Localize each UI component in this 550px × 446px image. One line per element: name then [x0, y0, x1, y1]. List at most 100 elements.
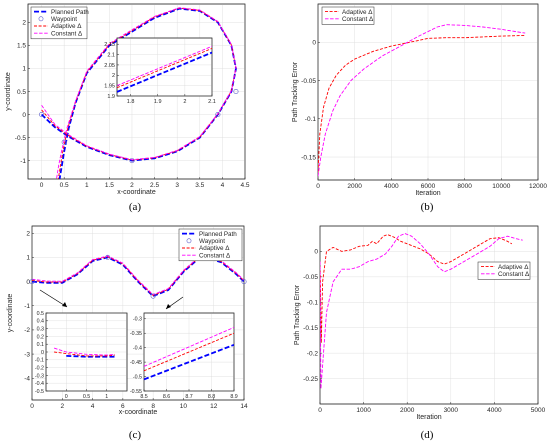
x-tick-label: 0	[40, 182, 44, 189]
series-line-adaptive	[32, 256, 244, 296]
y-tick-label: 0	[314, 249, 318, 256]
y-tick-label: -0.35	[130, 331, 142, 337]
y-tick-label: 0	[22, 112, 26, 119]
y-tick-label: -0.55	[130, 389, 142, 395]
x-tick-label: 3	[175, 182, 179, 189]
y-axis-label: Path Tracking Error	[292, 61, 299, 122]
x-tick-label: 4	[221, 182, 225, 189]
series-line-adaptive	[117, 47, 212, 89]
y-tick-label: -0.2	[35, 365, 44, 371]
x-tick-label: 10	[180, 403, 188, 410]
x-tick-label: 10000	[492, 183, 510, 190]
x-tick-label: 2000	[347, 183, 362, 190]
x-tick-label: 4000	[487, 407, 502, 414]
y-tick-label: -4	[24, 376, 30, 383]
y-tick-label: -3	[24, 351, 30, 358]
inset-arrows	[39, 289, 184, 310]
y-axis-label: y-coordinate	[7, 294, 14, 333]
panel-caption: (d)	[421, 429, 434, 441]
y-tick-label: -1	[24, 303, 30, 310]
y-tick-label: 2	[112, 73, 115, 79]
legend-label: Waypoint	[51, 16, 77, 23]
x-tick-label: 5000	[531, 407, 546, 414]
y-tick-label: -0.2	[307, 350, 319, 357]
y-tick-label: 0	[26, 279, 30, 286]
legend-label: Adaptive Δ	[199, 245, 230, 252]
legend-label: Waypoint	[199, 238, 225, 245]
y-tick-label: 2	[26, 231, 30, 238]
y-tick-label: -0.15	[301, 154, 316, 161]
x-axis-label: Iteration	[416, 414, 441, 421]
y-axis-label: y-coordinate	[5, 72, 12, 111]
x-tick-label: 8000	[457, 183, 472, 190]
x-axis-label: x-coordinate	[119, 409, 158, 416]
x-axis-label: Iteration	[415, 190, 440, 197]
arrow-head	[62, 302, 67, 307]
y-tick-label: -0.1	[307, 300, 319, 307]
series-line-planned	[40, 7, 237, 179]
y-tick-label: -0.4	[35, 381, 44, 387]
series-line-constant	[117, 45, 212, 87]
x-tick-label: 12	[210, 403, 218, 410]
y-tick-label: 1	[22, 66, 26, 73]
x-tick-label: 12000	[529, 183, 547, 190]
x-tick-label: 6	[121, 403, 125, 410]
y-tick-label: -0.3	[133, 317, 142, 323]
legend-label: Adaptive Δ	[498, 264, 529, 271]
y-tick-label: 0	[41, 350, 44, 356]
series-line-constant	[41, 7, 237, 179]
y-tick-label: -0.5	[133, 374, 142, 380]
y-tick-label: -1	[20, 158, 26, 165]
y-axis-label: Path Tracking Error	[294, 284, 301, 345]
y-tick-label: 1.95	[104, 84, 115, 90]
x-tick-label: 1.8	[127, 99, 135, 105]
x-axis-label: x-coordinate	[117, 189, 156, 196]
y-tick-label: 0.4	[37, 319, 44, 325]
x-tick-label: 3000	[444, 407, 459, 414]
series-line-adaptive	[318, 34, 526, 173]
x-tick-label: 1	[85, 182, 89, 189]
series-line-adaptive	[54, 351, 115, 357]
y-tick-label: 0	[312, 40, 316, 47]
panel-a-axes-border	[27, 3, 246, 180]
x-tick-label: 1000	[356, 407, 371, 414]
x-tick-label: 0	[316, 183, 320, 190]
x-tick-label: 0	[65, 394, 68, 400]
x-tick-label: 4	[91, 403, 95, 410]
x-tick-label: 8	[151, 403, 155, 410]
x-tick-label: 8.6	[163, 394, 170, 400]
x-tick-label: 2.1	[208, 99, 216, 105]
panel-d-axes-frame	[319, 225, 539, 405]
legend-label: Constant Δ	[199, 252, 231, 259]
legend-waypoint-marker	[38, 16, 44, 22]
arrow-head	[166, 304, 171, 309]
y-tick-label: 0.5	[17, 89, 26, 96]
waypoint-marker	[233, 89, 239, 95]
series-line-constant	[318, 24, 526, 177]
x-tick-label: 0	[30, 403, 34, 410]
series-line-constant	[320, 233, 523, 390]
panel-d-axes: 0 1000 2000 3000 4000 5000 -0.25 -0.2 -0.15 -0.1 -…	[303, 225, 546, 414]
x-tick-label: 4.5	[240, 182, 249, 189]
y-tick-label: 1.5	[17, 43, 26, 50]
panel-a-inset-frame	[116, 37, 213, 97]
panel-b-axes: 0 2000 4000 6000 8000 10000 12000 -0.15 -0.1 -0.0…	[301, 3, 547, 190]
y-tick-label: -0.1	[305, 116, 317, 123]
x-tick-label: 1.9	[154, 99, 162, 105]
x-tick-label: 14	[240, 403, 248, 410]
y-tick-label: -2	[24, 327, 30, 334]
panel-c-inset-1: 0 0.5 1 -0.5 -0.4 -0.3 -0.2-0.1 0 0.1 0.2 0.30.4 0.…	[35, 311, 128, 400]
panel-c-inset-2-border	[143, 312, 235, 392]
series-line-adaptive	[320, 234, 513, 344]
series-line-constant	[144, 326, 234, 367]
x-tick-label: 8.9	[230, 394, 237, 400]
x-tick-label: 2000	[400, 407, 415, 414]
y-tick-label: -0.4	[133, 346, 142, 352]
y-tick-label: -0.05	[301, 78, 316, 85]
y-tick-label: -0.3	[35, 373, 44, 379]
legend-label: Planned Path	[199, 231, 237, 238]
